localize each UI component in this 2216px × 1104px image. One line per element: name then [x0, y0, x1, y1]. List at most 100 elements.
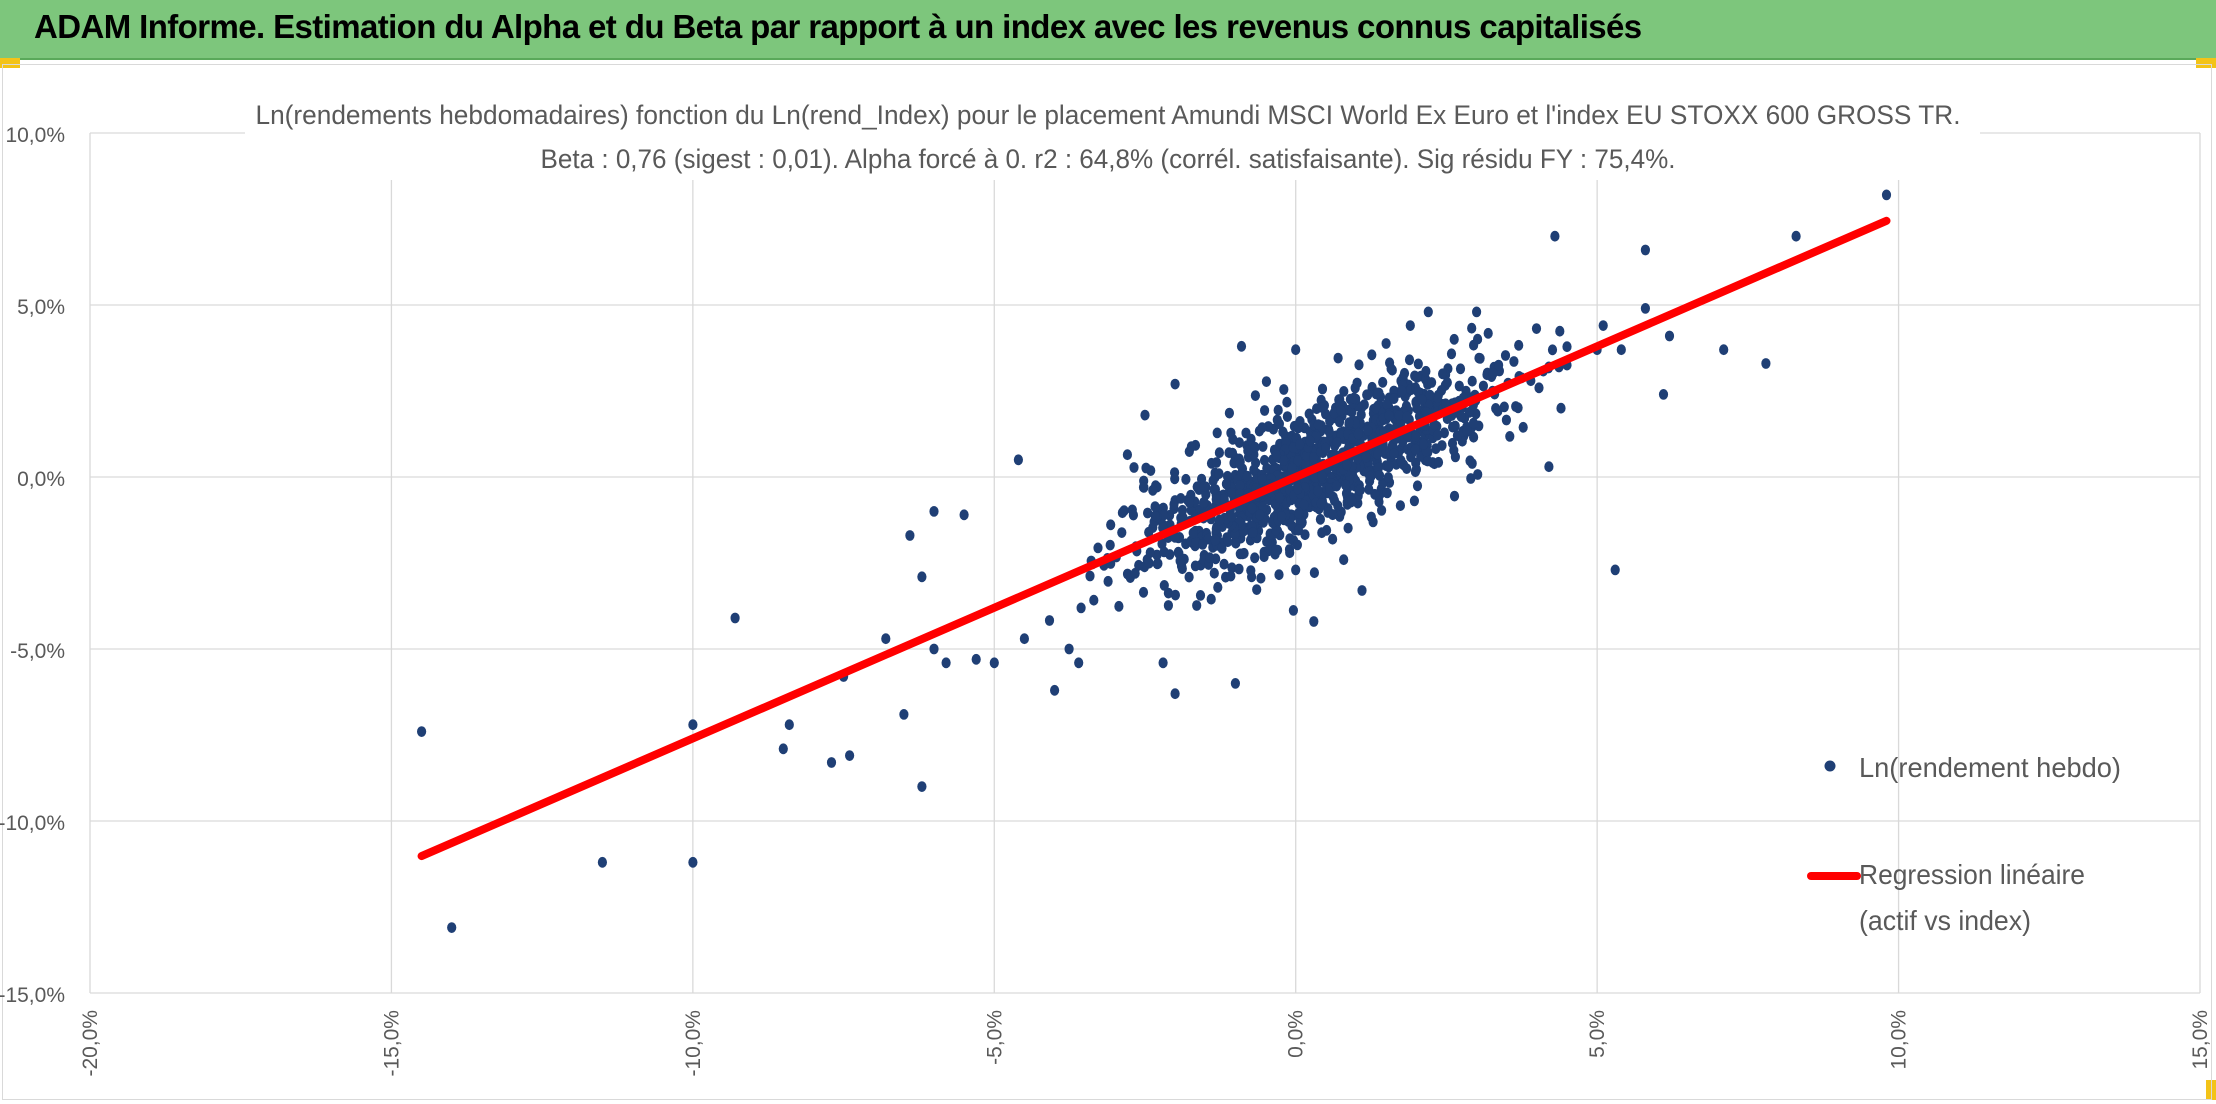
data-point — [1064, 643, 1074, 655]
y-tick-label: -10,0% — [0, 812, 65, 835]
data-point — [1279, 384, 1289, 395]
data-point — [1413, 386, 1423, 397]
data-point — [1295, 439, 1305, 450]
data-point — [1103, 575, 1113, 587]
data-point — [1383, 472, 1393, 483]
data-point — [1404, 354, 1415, 366]
x-tick-label: -20,0% — [79, 1010, 102, 1077]
data-point — [1454, 380, 1464, 392]
legend-label-regression-line2: (actif vs index) — [1859, 905, 2031, 936]
legend-marker-points — [1824, 760, 1836, 772]
data-point — [1317, 383, 1328, 395]
data-point — [1349, 392, 1359, 404]
data-point — [1640, 303, 1650, 314]
data-point — [1373, 387, 1383, 399]
data-point — [1272, 414, 1282, 426]
data-point — [1431, 443, 1441, 455]
data-point — [1317, 470, 1327, 482]
data-point — [1352, 377, 1362, 389]
data-point — [1235, 480, 1245, 491]
data-point — [1192, 481, 1202, 493]
data-point — [1144, 557, 1154, 569]
data-point — [1293, 524, 1304, 536]
data-point — [1374, 496, 1384, 508]
data-point — [1361, 451, 1371, 463]
data-point — [1357, 585, 1367, 596]
data-point — [1315, 513, 1325, 525]
data-point — [1475, 353, 1485, 364]
data-point — [1230, 678, 1240, 689]
data-point — [1448, 421, 1458, 433]
data-point — [1226, 427, 1236, 439]
data-point — [1208, 475, 1218, 487]
data-point — [1467, 375, 1477, 387]
data-point — [1259, 551, 1269, 563]
chart-legend[interactable]: Ln(rendement hebdo) Regression linéaire … — [1807, 752, 2121, 936]
data-point — [1199, 481, 1209, 493]
resize-handle-right[interactable] — [2196, 58, 2216, 68]
data-point — [1410, 444, 1420, 455]
data-point — [1465, 455, 1475, 467]
data-point — [1719, 344, 1729, 356]
data-point — [1449, 333, 1459, 345]
data-point — [1176, 493, 1186, 504]
data-point — [1214, 447, 1224, 459]
data-point — [1384, 410, 1394, 422]
x-tick-label: 15,0% — [2189, 1010, 2212, 1070]
data-point — [1616, 344, 1626, 356]
y-tick-label: 10,0% — [5, 124, 65, 147]
data-point — [1285, 547, 1295, 559]
data-point — [1143, 507, 1153, 519]
resize-handle-left[interactable] — [0, 58, 20, 68]
data-point — [1260, 405, 1270, 416]
data-point — [1547, 344, 1558, 356]
data-point — [1419, 438, 1429, 450]
data-point — [688, 719, 698, 731]
data-point — [1214, 468, 1224, 480]
data-point — [1412, 480, 1423, 492]
data-point — [1353, 428, 1363, 440]
data-point — [1170, 378, 1180, 390]
data-point — [1247, 502, 1257, 514]
data-point — [1246, 565, 1256, 576]
data-point — [1469, 431, 1479, 443]
data-point — [1050, 684, 1060, 696]
data-point — [1105, 539, 1115, 551]
data-point — [1293, 455, 1303, 467]
data-point — [597, 856, 608, 868]
data-point — [1278, 455, 1289, 466]
y-tick-label: 5,0% — [17, 296, 65, 319]
data-point — [1169, 498, 1179, 510]
data-point — [1257, 422, 1267, 434]
data-point — [1184, 571, 1194, 583]
data-point — [1312, 403, 1322, 415]
data-point — [1514, 339, 1524, 351]
data-point — [1219, 558, 1229, 570]
data-point — [1192, 600, 1202, 611]
data-point — [1343, 522, 1353, 534]
data-point — [1405, 320, 1415, 331]
data-point — [1117, 527, 1127, 538]
data-point — [1130, 567, 1140, 579]
data-point — [1397, 385, 1407, 397]
data-point — [1371, 402, 1381, 414]
data-point — [1342, 459, 1352, 471]
data-point — [1423, 455, 1433, 467]
data-point — [1466, 473, 1476, 484]
data-point — [1181, 473, 1191, 485]
data-point — [1209, 567, 1219, 579]
data-point — [1221, 478, 1231, 490]
y-axis-tick-labels: 10,0% 5,0% 0,0% -5,0% -10,0% -15,0% — [0, 124, 65, 1007]
data-point — [1236, 340, 1247, 352]
data-point — [1509, 356, 1519, 367]
data-point — [1447, 437, 1458, 449]
y-tick-label: -15,0% — [0, 984, 65, 1007]
data-point — [1250, 441, 1260, 453]
data-point — [1354, 359, 1364, 371]
data-point — [688, 856, 698, 868]
data-point — [989, 657, 999, 669]
data-point — [1231, 537, 1241, 549]
data-point — [1159, 580, 1169, 591]
data-point — [1226, 570, 1236, 582]
